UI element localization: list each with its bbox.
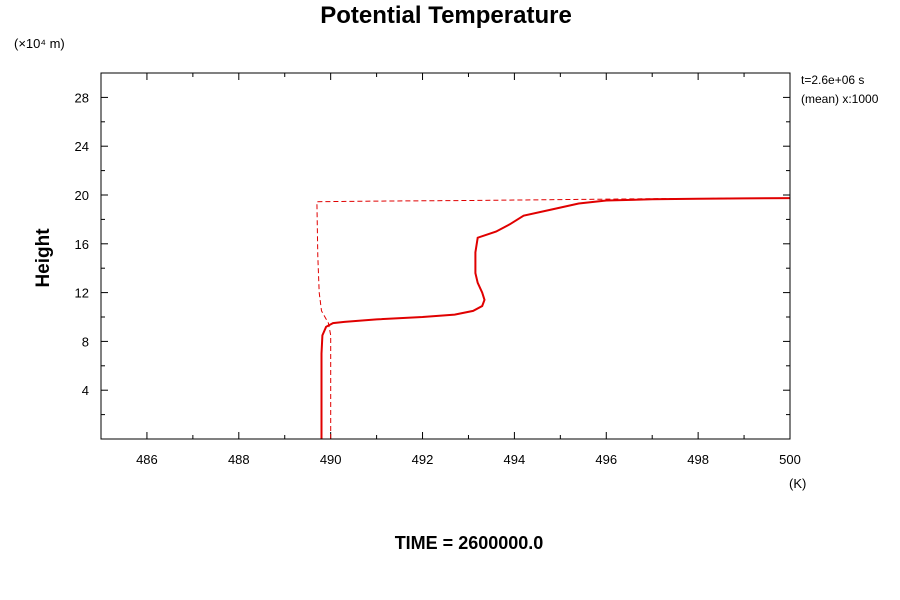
x-tick-label: 498 (687, 452, 709, 467)
x-tick-label: 488 (228, 452, 250, 467)
y-axis-label: Height (33, 228, 54, 288)
y-tick-label: 24 (75, 139, 89, 154)
y-tick-label: 16 (75, 237, 89, 252)
y-tick-label: 8 (82, 334, 89, 349)
time-footer: TIME = 2600000.0 (395, 533, 544, 553)
chart-title: Potential Temperature (320, 2, 572, 29)
y-tick-label: 20 (75, 188, 89, 203)
y-tick-label: 12 (75, 286, 89, 301)
mean-annotation: (mean) x:1000 (801, 92, 879, 106)
x-tick-label: 494 (504, 452, 526, 467)
y-tick-label: 28 (75, 90, 89, 105)
x-tick-label: 500 (779, 452, 801, 467)
x-tick-label: 492 (412, 452, 434, 467)
plot-frame (100, 72, 791, 440)
time-annotation: t=2.6e+06 s (801, 73, 864, 87)
x-tick-label: 490 (320, 452, 342, 467)
y-axis-unit: (×10⁴ m) (14, 36, 65, 51)
series-line-dashed (316, 197, 791, 439)
series-group (316, 197, 791, 439)
y-tick-label: 4 (82, 383, 89, 398)
axes-group: 486 488 490 492 494 496 498 500 4 8 12 16 20 24 28 (75, 73, 801, 467)
x-tick-label: 486 (136, 452, 158, 467)
x-tick-label: 496 (595, 452, 617, 467)
series-line-solid (320, 197, 791, 439)
x-axis-unit: (K) (789, 476, 806, 491)
